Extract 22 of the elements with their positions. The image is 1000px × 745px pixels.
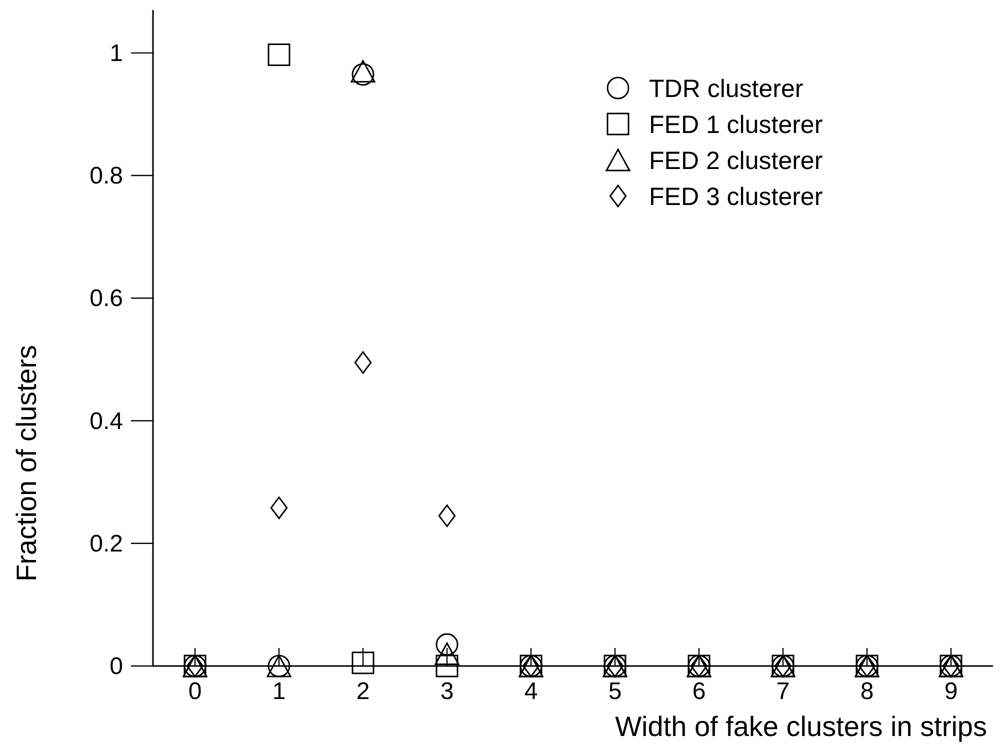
x-tick-label: 4 (524, 678, 538, 705)
y-tick-label: 0 (110, 653, 123, 680)
x-tick-label: 0 (188, 678, 202, 705)
legend-label: FED 2 clusterer (649, 147, 823, 175)
x-tick-label: 7 (776, 678, 790, 705)
legend-label: TDR clusterer (649, 75, 804, 103)
x-tick-label: 1 (272, 678, 286, 705)
x-tick-label: 9 (944, 678, 958, 705)
x-tick-label: 8 (860, 678, 874, 705)
x-tick-label: 5 (608, 678, 622, 705)
y-tick-label: 0.6 (90, 285, 123, 312)
y-tick-label: 0.8 (90, 162, 123, 190)
x-tick-label: 3 (440, 678, 454, 705)
legend-label: FED 3 clusterer (649, 183, 823, 211)
legend-label: FED 1 clusterer (649, 111, 823, 139)
y-tick-label: 1 (110, 40, 123, 67)
x-tick-label: 2 (356, 678, 370, 705)
y-axis-title: Fraction of clusters (11, 345, 42, 582)
y-tick-label: 0.2 (90, 530, 123, 558)
y-tick-label: 0.4 (90, 408, 123, 435)
x-tick-label: 6 (692, 678, 706, 705)
x-axis-title: Width of fake clusters in strips (615, 711, 987, 742)
